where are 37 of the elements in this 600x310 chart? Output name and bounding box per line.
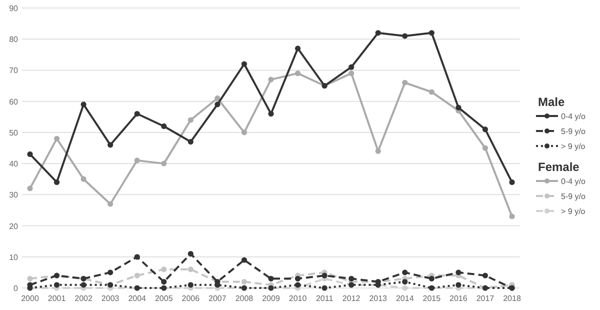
legend-label: 0-4 y/o	[561, 177, 586, 186]
x-tick-label: 2013	[369, 294, 388, 303]
y-tick-label: 90	[9, 4, 19, 13]
x-tick-label: 2011	[316, 294, 334, 303]
x-tick-label: 2012	[342, 294, 361, 303]
legend-label: 5-9 y/o	[561, 127, 586, 136]
y-tick-label: 80	[9, 35, 19, 44]
x-tick-label: 2009	[262, 294, 280, 303]
x-tick-label: 2003	[101, 294, 120, 303]
x-tick-label: 2008	[235, 294, 254, 303]
x-tick-label: 2016	[450, 294, 468, 303]
x-tick-label: 2018	[503, 294, 522, 303]
text: Male	[538, 95, 566, 109]
legend-label: > 9 y/o	[561, 142, 586, 151]
y-tick-label: 60	[9, 97, 19, 106]
legend-label: 5-9 y/o	[561, 192, 586, 201]
x-tick-label: 2007	[208, 294, 227, 303]
x-tick-label: 2014	[396, 294, 414, 303]
x-tick-label: 2006	[182, 294, 200, 303]
legend-label: > 9 y/o	[561, 207, 586, 216]
x-tick-label: 2004	[128, 294, 147, 303]
x-tick-label: 2010	[288, 294, 308, 303]
y-tick-label: 0	[14, 284, 19, 293]
x-tick-label: 2002	[74, 294, 94, 303]
y-tick-label: 40	[9, 160, 19, 169]
y-tick-label: 70	[9, 66, 19, 76]
legend-label: 0-4 y/o	[561, 112, 586, 121]
text: Female	[538, 160, 580, 174]
x-tick-label: 2017	[476, 294, 495, 303]
y-tick-label: 30	[9, 190, 19, 200]
x-tick-label: 2005	[154, 294, 174, 303]
x-tick-label: 2015	[422, 294, 442, 303]
y-tick-label: 10	[9, 252, 19, 262]
y-tick-label: 50	[9, 128, 19, 138]
y-tick-label: 20	[9, 222, 19, 231]
x-tick-label: 2001	[48, 294, 66, 303]
x-tick-label: 2000	[21, 294, 40, 303]
